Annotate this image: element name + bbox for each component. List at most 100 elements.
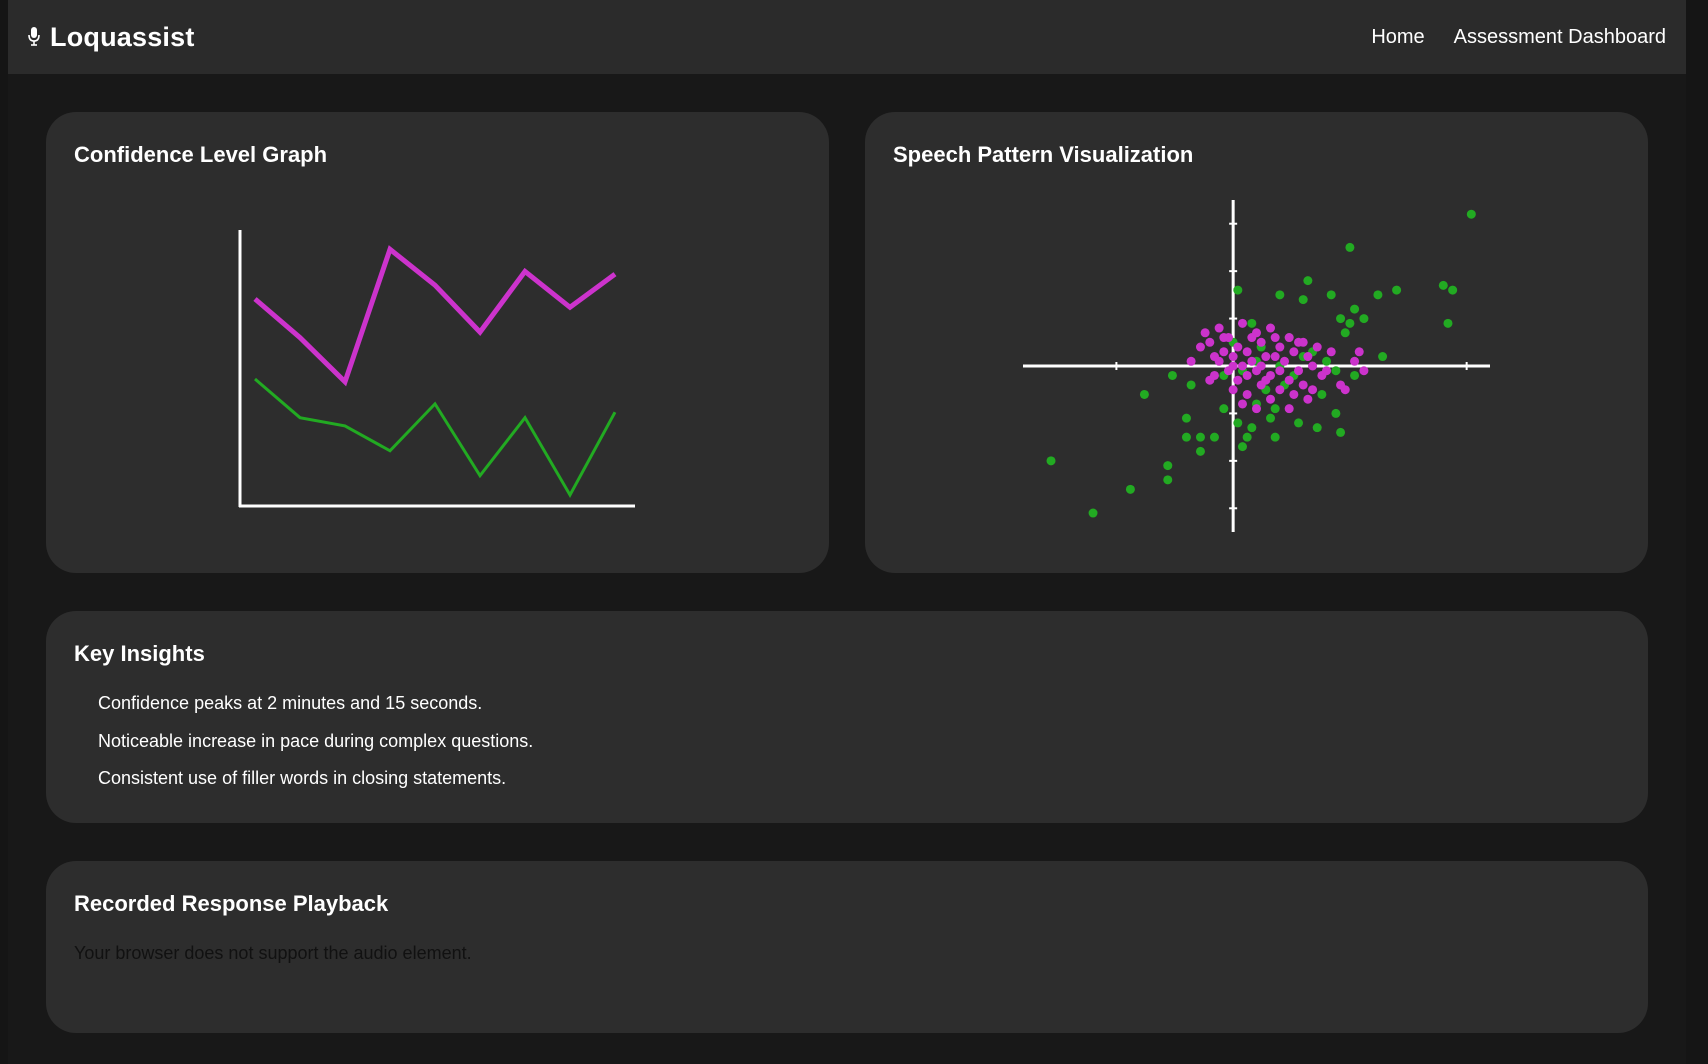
scatter-point-series-2 (1270, 352, 1280, 362)
scatter-point-series-1 (1163, 475, 1173, 485)
scatter-point-series-2 (1354, 347, 1364, 357)
scatter-point-series-2 (1252, 404, 1261, 414)
scatter-point-series-2 (1350, 356, 1360, 366)
scatter-point-series-1 (1237, 442, 1247, 452)
scatter-point-series-2 (1256, 337, 1266, 347)
scatter-point-series-1 (1163, 461, 1173, 471)
scatter-point-series-2 (1317, 370, 1327, 380)
scatter-point-series-1 (1359, 314, 1369, 324)
scatter-point-series-2 (1326, 347, 1336, 357)
scatter-point-series-2 (1340, 385, 1350, 395)
scatter-point-series-1 (1195, 446, 1205, 456)
scatter-point-series-2 (1237, 361, 1247, 371)
scatter-point-series-2 (1308, 361, 1318, 371)
scatter-point-series-2 (1270, 333, 1280, 343)
scatter-point-series-2 (1228, 385, 1238, 395)
insight-item: Consistent use of filler words in closin… (98, 768, 507, 788)
scatter-point-series-1 (1181, 432, 1191, 442)
confidence-graph-card: Confidence Level Graph (46, 112, 829, 573)
scatter-point-series-1 (1270, 432, 1280, 442)
scatter-point-series-2 (1200, 328, 1210, 338)
scatter-point-series-2 (1186, 356, 1196, 366)
insight-item: Confidence peaks at 2 minutes and 15 sec… (98, 693, 483, 713)
scatter-point-series-1 (1139, 389, 1149, 399)
nav-home-link[interactable]: Home (1371, 25, 1425, 48)
scatter-point-series-1 (1345, 242, 1355, 252)
scatter-point-series-1 (1275, 290, 1285, 300)
scatter-point-series-1 (1233, 285, 1243, 295)
scatter-point-series-1 (1247, 423, 1257, 433)
recorded-playback-title: Recorded Response Playback (74, 891, 389, 916)
scatter-point-series-2 (1242, 347, 1252, 357)
scatter-point-series-1 (1167, 370, 1177, 380)
scatter-point-series-1 (1046, 456, 1056, 466)
scatter-point-series-1 (1438, 280, 1448, 290)
scatter-point-series-2 (1214, 323, 1224, 333)
scatter-point-series-2 (1219, 333, 1229, 343)
navbar: Loquassist Home Assessment Dashboard (8, 0, 1686, 74)
scatter-point-series-2 (1266, 323, 1276, 333)
scatter-point-series-2 (1237, 318, 1247, 328)
scatter-point-series-1 (1373, 290, 1383, 300)
scatter-point-series-1 (1322, 356, 1332, 366)
scatter-point-series-1 (1350, 370, 1360, 380)
scatter-point-series-1 (1219, 404, 1229, 414)
scatter-point-series-1 (1233, 418, 1243, 428)
scatter-point-series-2 (1280, 356, 1290, 366)
series-line-2 (254, 377, 617, 499)
scatter-point-series-1 (1266, 413, 1276, 423)
scatter-point-series-1 (1340, 328, 1350, 338)
audio-fallback-text: Your browser does not support the audio … (74, 943, 472, 963)
scatter-point-series-2 (1284, 404, 1294, 414)
scatter-point-series-1 (1125, 484, 1135, 494)
confidence-line-chart (238, 230, 635, 508)
scatter-point-series-2 (1303, 394, 1313, 404)
scatter-point-series-2 (1233, 375, 1243, 385)
scatter-point-series-2 (1303, 352, 1313, 362)
scatter-point-series-2 (1228, 352, 1238, 362)
speech-pattern-card: Speech Pattern Visualization (865, 112, 1648, 573)
scatter-point-series-1 (1303, 276, 1313, 286)
scatter-point-series-1 (1336, 314, 1346, 324)
scatter-point-series-2 (1242, 370, 1252, 380)
scatter-point-series-1 (1312, 423, 1322, 433)
scatter-point-series-2 (1359, 366, 1369, 376)
scatter-point-series-1 (1186, 380, 1196, 390)
insights-list: Confidence peaks at 2 minutes and 15 sec… (98, 693, 533, 806)
scatter-point-series-2 (1237, 399, 1247, 409)
scatter-point-series-1 (1294, 418, 1304, 428)
scatter-point-series-1 (1443, 318, 1453, 328)
scatter-point-series-2 (1266, 394, 1276, 404)
scatter-point-series-2 (1275, 342, 1285, 352)
scatter-point-series-2 (1275, 385, 1285, 395)
scatter-point-series-2 (1233, 342, 1243, 352)
scatter-point-series-2 (1294, 366, 1304, 376)
scatter-point-series-2 (1289, 347, 1299, 357)
scatter-point-series-1 (1242, 432, 1252, 442)
scatter-point-series-1 (1331, 408, 1341, 418)
speech-pattern-title: Speech Pattern Visualization (893, 142, 1194, 167)
brand[interactable]: Loquassist (26, 22, 195, 53)
scatter-point-series-2 (1214, 356, 1224, 366)
scatter-point-series-1 (1326, 290, 1336, 300)
scatter-point-series-1 (1270, 404, 1280, 414)
scatter-point-series-2 (1205, 375, 1215, 385)
scatter-point-series-2 (1256, 361, 1266, 371)
scatter-point-series-2 (1242, 389, 1252, 399)
scatter-point-series-1 (1336, 427, 1346, 437)
insight-item: Noticeable increase in pace during compl… (98, 730, 534, 751)
scatter-point-series-1 (1345, 318, 1355, 328)
series-line-1 (253, 245, 617, 387)
scatter-point-series-2 (1308, 385, 1318, 395)
speech-pattern-scatter-chart (1023, 200, 1490, 532)
scatter-point-series-2 (1294, 337, 1304, 347)
scatter-point-series-2 (1284, 333, 1294, 343)
scatter-point-series-2 (1261, 375, 1271, 385)
scatter-point-series-2 (1275, 366, 1285, 376)
scatter-point-series-2 (1247, 333, 1257, 343)
scatter-point-series-2 (1298, 380, 1308, 390)
scatter-point-series-1 (1181, 413, 1191, 423)
scatter-point-series-2 (1284, 375, 1294, 385)
scatter-point-series-1 (1317, 389, 1327, 399)
nav-assessment-dashboard-link[interactable]: Assessment Dashboard (1453, 25, 1666, 48)
